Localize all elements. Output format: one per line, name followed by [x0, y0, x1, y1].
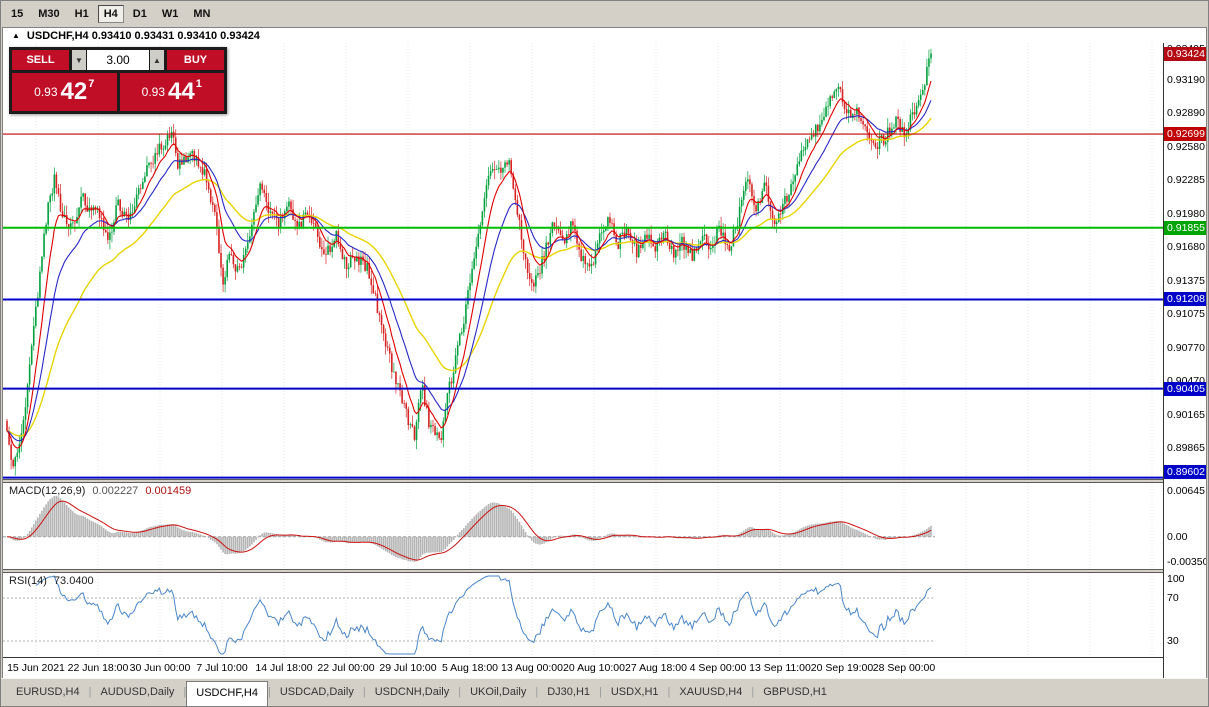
time-axis-label: 20 Aug 10:00: [563, 662, 625, 674]
price-chart-canvas[interactable]: [3, 43, 1163, 479]
macd-tick: -0.00350: [1167, 555, 1206, 568]
price-tick: 0.91075: [1167, 308, 1205, 321]
macd-tick: 0.00: [1167, 530, 1188, 543]
volume-decrease-icon[interactable]: ▼: [72, 50, 86, 70]
buy-price-big: 44: [168, 78, 195, 105]
tab-divider: |: [535, 686, 539, 698]
price-tick: 0.89865: [1167, 442, 1205, 455]
chart-tab-ukoil-daily[interactable]: UKOil,Daily: [470, 686, 527, 698]
volume-stepper: ▼ ▲: [72, 50, 164, 70]
price-tick: 0.90165: [1167, 409, 1205, 422]
tab-divider: |: [88, 686, 92, 698]
tab-divider: |: [183, 686, 187, 698]
time-axis-label: 14 Jul 18:00: [255, 662, 313, 674]
tab-divider: |: [751, 686, 755, 698]
chart-plots: 15 Jun 2021 22 Jun 18:00 30 Jun 00:00 7 Jul…: [3, 43, 1163, 678]
price-badge: 0.92699: [1164, 127, 1206, 142]
panel-splitter[interactable]: [3, 479, 1163, 483]
volume-input[interactable]: [87, 50, 149, 70]
timeframe-button-15[interactable]: 15: [5, 5, 29, 23]
time-axis-label: 22 Jun 18:00: [67, 662, 129, 674]
tab-divider: |: [458, 686, 462, 698]
sell-price-display[interactable]: 0.93 42 7: [12, 73, 117, 111]
chart-tab-gbpusd-h1[interactable]: GBPUSD,H1: [763, 686, 827, 698]
time-axis-label: 4 Sep 00:00: [689, 662, 747, 674]
chart-tab-dj30-h1[interactable]: DJ30,H1: [547, 686, 590, 698]
chart-tabs-bar: EURUSD,H4 | AUDUSD,Daily | USDCHF,H4 | USDCAD,…: [1, 678, 1208, 706]
rsi-value: 73.0400: [53, 575, 94, 587]
time-axis-label: 28 Sep 00:00: [872, 662, 936, 674]
timeframe-button-w1[interactable]: W1: [156, 5, 185, 23]
sell-price-big: 42: [60, 78, 88, 105]
price-tick: 0.91980: [1167, 207, 1205, 220]
chart-tab-usdx-h1[interactable]: USDX,H1: [610, 686, 659, 698]
price-badge: 0.89602: [1164, 465, 1206, 479]
timeframe-button-mn[interactable]: MN: [187, 5, 216, 23]
chart-tab-xauusd-h4[interactable]: XAUUSD,H4: [679, 686, 743, 698]
time-axis-label: 27 Aug 18:00: [625, 662, 687, 674]
sell-button[interactable]: SELL: [12, 50, 69, 70]
time-axis-label: 13 Sep 11:00: [749, 662, 811, 674]
time-axis-label: 29 Jul 10:00: [379, 662, 437, 674]
rsi-label: RSI(14) 73.0400: [9, 575, 94, 587]
time-axis-label: 22 Jul 00:00: [317, 662, 375, 674]
tab-divider: |: [599, 686, 602, 698]
buy-price-sup: 1: [195, 78, 202, 90]
sell-price-base: 0.93: [34, 85, 58, 99]
price-tick: 0.92580: [1167, 141, 1205, 154]
panel-splitter[interactable]: [3, 569, 1163, 573]
one-click-panel-toggle-icon[interactable]: ▲: [12, 30, 20, 40]
price-tick: 0.90770: [1167, 342, 1205, 355]
tab-divider: |: [362, 686, 366, 698]
price-tick: 0.92285: [1167, 174, 1205, 186]
macd-label: MACD(12,26,9) 0.002227 0.001459: [9, 485, 192, 497]
macd-canvas[interactable]: [3, 483, 1163, 569]
buy-price-base: 0.93: [141, 85, 166, 99]
price-tick: 0.91680: [1167, 241, 1205, 254]
rsi-tick: 30: [1167, 635, 1179, 647]
timeframe-button-h1[interactable]: H1: [69, 5, 95, 23]
chart-tab-usdcad-daily[interactable]: USDCAD,Daily: [279, 686, 354, 698]
rsi-tick: 70: [1167, 592, 1179, 604]
timeframe-button-h4[interactable]: H4: [97, 5, 124, 23]
time-axis-label: 20 Sep 19:00: [810, 662, 874, 674]
macd-tick: 0.00645: [1167, 484, 1205, 497]
chart-frame: ▲ USDCHF,H4 0.93410 0.93431 0.93410 0.93…: [2, 27, 1207, 678]
tab-divider: |: [268, 686, 271, 698]
timeframe-toolbar: 15 M30 H1 H4 D1 W1 MN: [1, 1, 1208, 27]
one-click-trading-panel: SELL ▼ ▲ BUY 0.93 42 7 0.93 44 1: [9, 47, 227, 114]
macd-main-value: 0.002227: [92, 485, 139, 497]
price-scale[interactable]: 0.934950.931900.928900.925800.922850.919…: [1163, 43, 1206, 678]
timeframe-button-m30[interactable]: M30: [32, 5, 65, 23]
macd-signal-value: 0.001459: [145, 485, 192, 497]
tab-divider: |: [667, 686, 671, 698]
volume-increase-icon[interactable]: ▲: [150, 50, 164, 70]
chart-tab-audusd-daily[interactable]: AUDUSD,Daily: [100, 686, 175, 698]
price-tick: 0.92890: [1167, 106, 1205, 119]
time-axis[interactable]: 15 Jun 2021 22 Jun 18:00 30 Jun 00:00 7 Jul…: [3, 657, 1163, 678]
price-tick: 0.93190: [1167, 73, 1205, 86]
time-axis-label: 30 Jun 00:00: [129, 662, 191, 674]
time-axis-label: 7 Jul 10:00: [196, 662, 248, 674]
buy-price-display[interactable]: 0.93 44 1: [119, 73, 224, 111]
time-axis-label: 5 Aug 18:00: [441, 662, 499, 674]
price-badge: 0.93424: [1164, 46, 1206, 61]
chart-title-strip: ▲ USDCHF,H4 0.93410 0.93431 0.93410 0.93…: [3, 28, 1206, 43]
chart-tab-eurusd-h4[interactable]: EURUSD,H4: [16, 686, 80, 698]
chart-tab-usdcnh-daily[interactable]: USDCNH,Daily: [374, 686, 450, 698]
timeframe-button-d1[interactable]: D1: [127, 5, 153, 23]
buy-button[interactable]: BUY: [167, 50, 224, 70]
price-badge: 0.90405: [1164, 381, 1206, 396]
price-tick: 0.91375: [1167, 274, 1205, 287]
sell-price-sup: 7: [88, 78, 95, 90]
rsi-canvas[interactable]: [3, 573, 1163, 657]
chart-tab-usdchf-h4[interactable]: USDCHF,H4: [186, 681, 268, 706]
chart-title: USDCHF,H4 0.93410 0.93431 0.93410 0.9342…: [26, 29, 260, 42]
rsi-tick: 100: [1167, 573, 1185, 585]
price-badge: 0.91208: [1164, 292, 1206, 307]
time-axis-label: 13 Aug 00:00: [501, 662, 563, 674]
time-axis-label: 15 Jun 2021: [7, 662, 65, 674]
price-badge: 0.91855: [1164, 220, 1206, 235]
